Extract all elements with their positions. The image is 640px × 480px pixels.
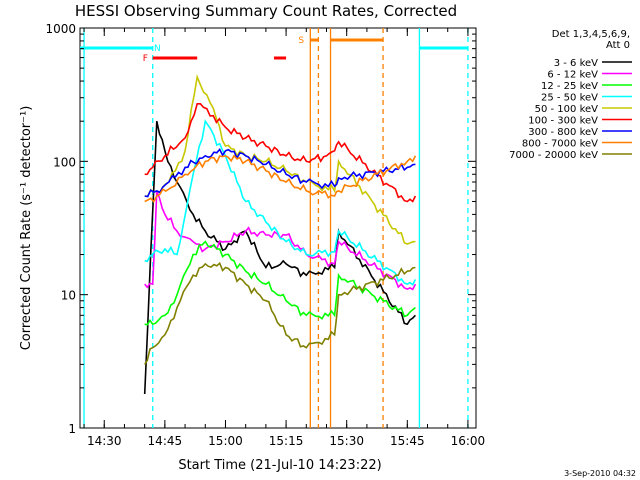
- series-line: [144, 154, 417, 203]
- x-tick-label: 14:45: [148, 434, 183, 448]
- legend-label: 100 - 300 keV: [528, 116, 598, 127]
- y-tick-label: 10: [61, 289, 76, 303]
- plot-frame: [79, 27, 477, 429]
- interval-lines: [83, 28, 469, 428]
- legend-label: 6 - 12 keV: [547, 70, 598, 81]
- flag-label: F: [143, 54, 148, 64]
- series-line: [144, 147, 416, 198]
- axis-ticks: 14:30 14:45 15:00 15:15 15:30 15:45 16:00 1 10 10…: [45, 22, 485, 448]
- series-line: [144, 240, 416, 326]
- y-tick-label: 1: [68, 422, 76, 436]
- legend-label: 25 - 50 keV: [541, 93, 598, 104]
- chart-title: HESSI Observing Summary Count Rates, Cor…: [75, 2, 457, 20]
- series-line: [144, 261, 416, 365]
- plot-border: [79, 27, 477, 429]
- legend-label: 300 - 800 keV: [528, 127, 598, 138]
- x-tick-label: 15:00: [208, 434, 243, 448]
- legend-header: Det 1,3,4,5,6,9,: [552, 29, 630, 40]
- y-tick-label: 1000: [45, 22, 76, 36]
- flag-bars: NF S: [80, 36, 468, 64]
- y-tick-label: 100: [53, 155, 76, 169]
- legend-label: 7000 - 20000 keV: [509, 150, 598, 161]
- legend-label: 3 - 6 keV: [554, 58, 598, 69]
- x-tick-label: 15:30: [329, 434, 364, 448]
- y-axis-label: Corrected Count Rate (s⁻¹ detector⁻¹): [19, 106, 34, 351]
- x-tick-label: 16:00: [451, 434, 486, 448]
- series-lines: [143, 73, 417, 395]
- series-line: [144, 119, 417, 286]
- legend-label: 50 - 100 keV: [535, 104, 599, 115]
- x-tick-label: 15:15: [269, 434, 304, 448]
- flag-label: S: [298, 36, 304, 46]
- x-tick-label: 15:45: [390, 434, 425, 448]
- legend-header: Att 0: [606, 40, 630, 51]
- x-axis-label: Start Time (21-Jul-10 14:23:22): [178, 458, 381, 473]
- flag-label: N: [154, 44, 161, 54]
- legend-label: 800 - 7000 keV: [522, 139, 598, 150]
- series-line: [144, 73, 416, 245]
- x-tick-label: 14:30: [87, 434, 122, 448]
- legend-label: 12 - 25 keV: [541, 81, 598, 92]
- footer-date: 3-Sep-2010 04:32: [564, 469, 636, 478]
- series-line: [143, 121, 416, 395]
